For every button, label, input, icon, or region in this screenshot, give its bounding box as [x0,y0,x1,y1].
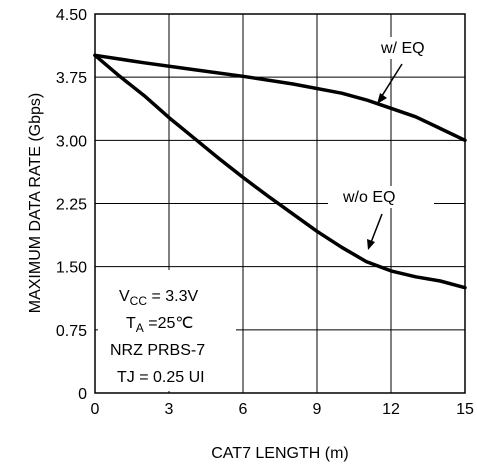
y-tick-label: 4.50 [56,7,87,24]
condition-pattern: NRZ PRBS-7 [110,342,205,359]
y-tick-label: 3.00 [56,133,87,150]
annotation-bg-w-eq [378,37,446,59]
x-tick-label: 3 [165,401,174,418]
x-tick-label: 9 [313,401,322,418]
y-tick-label: 3.75 [56,70,87,87]
series-line-w-eq [93,53,467,143]
series-line-wo-eq [93,53,467,290]
series-lines [93,53,467,290]
annotation-wo-eq: w/o EQ [342,189,395,206]
y-axis-title: MAXIMUM DATA RATE (Gbps) [27,93,44,313]
y-axis-ticks: 0 0.75 1.50 2.25 3.00 3.75 4.50 [56,7,87,403]
conditions-bg [98,270,236,391]
y-tick-label: 0.75 [56,323,87,340]
arrow-w-eq [377,63,403,104]
x-tick-label: 0 [91,401,100,418]
arrow-wo-eq [367,213,383,250]
y-tick-label: 0 [78,386,87,403]
x-tick-label: 12 [382,401,400,418]
x-tick-label: 15 [456,401,474,418]
condition-vcc: VCC = 3.3V [119,288,198,308]
plot-frame [94,13,466,394]
y-tick-label: 2.25 [56,197,87,214]
y-tick-label: 1.50 [56,260,87,277]
annotation-bg-wo-eq [328,186,434,208]
x-tick-label: 6 [239,401,248,418]
condition-ta: TA =25℃ [126,315,193,335]
annotation-w-eq: w/ EQ [380,40,425,57]
x-axis-ticks: 0 3 6 9 12 15 [91,401,474,418]
condition-tj: TJ = 0.25 UI [117,369,205,386]
x-axis-title: CAT7 LENGTH (m) [211,445,348,462]
